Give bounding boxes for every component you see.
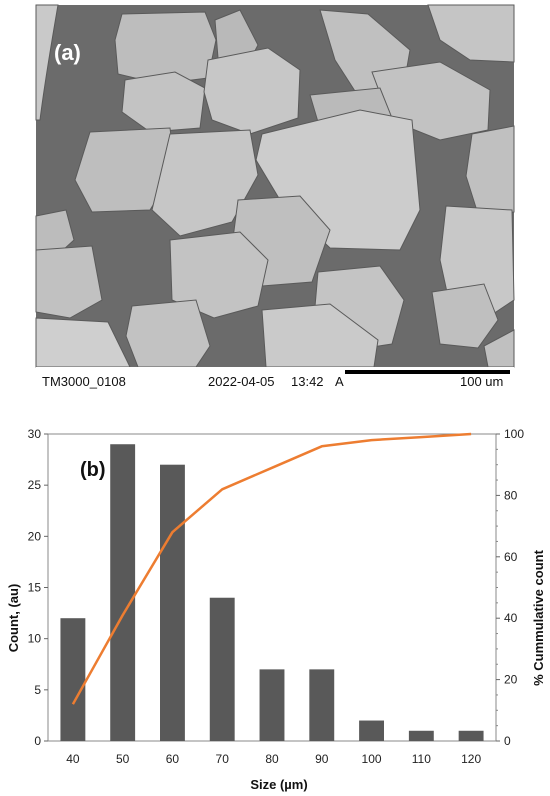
- x-tick-label: 80: [265, 752, 279, 766]
- y-tick-label: 10: [28, 632, 42, 646]
- cumulative-line: [71, 432, 472, 705]
- x-axis-ticks: 40 50 60 70 80 90 100 110 120: [66, 752, 481, 766]
- x-axis-title: Size (µm): [250, 777, 307, 792]
- y-axis-ticks: 0 5 10 15 20 25 30: [28, 427, 48, 748]
- particle: [35, 4, 59, 121]
- particle: [427, 4, 515, 63]
- y-tick-label: 20: [28, 529, 42, 543]
- scale-bar: [345, 370, 510, 374]
- bar-60: [160, 464, 185, 741]
- x-tick-label: 70: [216, 752, 230, 766]
- x-tick-label: 40: [66, 752, 80, 766]
- particle: [35, 245, 103, 319]
- particle: [203, 47, 301, 135]
- instrument-label: TM3000_0108: [42, 374, 126, 389]
- time-label: 13:42: [291, 374, 324, 389]
- y2-tick-label: 60: [504, 550, 518, 564]
- size-distribution-chart: 0 5 10 15 20 25 30 0 20 40 60 80 100 40 50 60 70 80 90 10…: [6, 427, 546, 792]
- particle: [431, 283, 499, 349]
- particle: [261, 303, 379, 368]
- y-tick-label: 25: [28, 478, 42, 492]
- bar-120: [458, 730, 484, 741]
- sem-micrograph-panel: (a) TM3000_0108 2022-04-05 13:42 A 100 u…: [35, 4, 515, 389]
- bar-90: [309, 669, 335, 741]
- particles: [35, 4, 515, 368]
- x-tick-label: 90: [315, 752, 329, 766]
- y-tick-label: 5: [34, 683, 41, 697]
- scale-label: 100 um: [460, 374, 503, 389]
- particle: [74, 127, 176, 213]
- y2-tick-label: 100: [504, 427, 524, 441]
- panel-label-b: (b): [80, 459, 106, 481]
- x-tick-label: 50: [116, 752, 130, 766]
- y2-axis-title: % Cummulative count: [531, 549, 546, 685]
- particle: [151, 129, 259, 237]
- count-bars: [60, 444, 484, 741]
- y2-tick-label: 80: [504, 488, 518, 502]
- x-tick-label: 110: [412, 752, 431, 766]
- y2-tick-label: 20: [504, 673, 518, 687]
- y-axis-title: Count, (au): [6, 584, 21, 653]
- bar-100: [359, 720, 384, 741]
- particle: [169, 231, 269, 319]
- bar-50: [110, 444, 136, 741]
- bar-70: [209, 597, 235, 741]
- panel-label-a: (a): [54, 40, 81, 65]
- x-tick-label: 120: [461, 752, 481, 766]
- bar-80: [259, 669, 285, 741]
- y-tick-label: 30: [28, 427, 42, 441]
- y-tick-label: 15: [28, 581, 42, 595]
- y2-tick-label: 0: [504, 734, 511, 748]
- x-tick-label: 60: [166, 752, 180, 766]
- y2-tick-label: 40: [504, 611, 518, 625]
- y-tick-label: 0: [34, 734, 41, 748]
- x-tick-label: 100: [362, 752, 382, 766]
- y2-axis-ticks: 0 20 40 60 80 100: [496, 427, 524, 748]
- cumulative-line-path: [71, 432, 472, 705]
- date-label: 2022-04-05: [208, 374, 275, 389]
- bar-40: [60, 618, 86, 741]
- bar-110: [408, 730, 434, 741]
- mode-label: A: [335, 374, 344, 389]
- particle: [125, 299, 211, 368]
- particle: [121, 71, 206, 133]
